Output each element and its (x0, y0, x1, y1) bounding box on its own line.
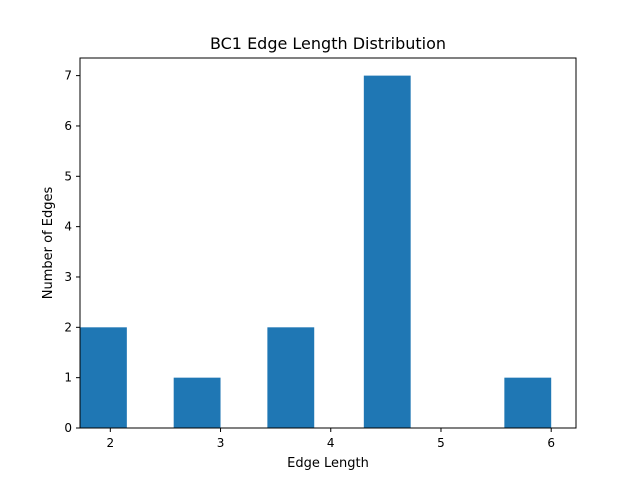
y-axis-ticks: 0 1 2 3 4 5 6 7 (64, 69, 80, 435)
x-tick-label: 3 (217, 436, 225, 450)
x-tick-label: 2 (106, 436, 114, 450)
bar-2 (173, 377, 221, 428)
y-tick-label: 0 (64, 421, 72, 435)
x-tick-label: 4 (327, 436, 335, 450)
x-axis-label: Edge Length (287, 456, 369, 471)
y-tick-label: 5 (64, 169, 72, 183)
x-axis-ticks: 2 3 4 5 6 (106, 428, 555, 450)
x-tick-label: 6 (547, 436, 555, 450)
bar-5 (504, 377, 552, 428)
y-tick-label: 6 (64, 119, 72, 133)
bar-4 (363, 75, 411, 428)
plot-frame (79, 57, 577, 429)
y-tick-label: 4 (64, 220, 72, 234)
bar-1 (80, 327, 127, 428)
y-tick-label: 7 (64, 69, 72, 83)
x-tick-label: 5 (437, 436, 445, 450)
y-axis-label: Number of Edges (41, 187, 56, 300)
y-tick-label: 2 (64, 320, 72, 334)
bars-group (80, 75, 552, 428)
chart-title: BC1 Edge Length Distribution (210, 34, 446, 53)
y-tick-label: 3 (64, 270, 72, 284)
bar-3 (267, 327, 315, 428)
y-tick-label: 1 (64, 371, 72, 385)
